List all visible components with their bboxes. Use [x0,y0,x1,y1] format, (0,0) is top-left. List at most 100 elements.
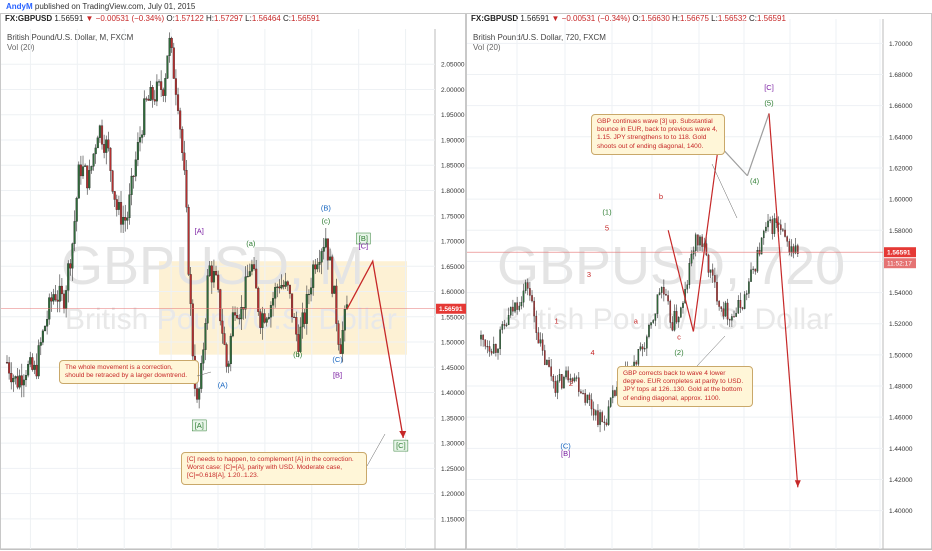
candle-body [221,320,224,334]
low-value: 1.56464 [251,14,281,23]
candle-body [265,318,268,323]
candle-body [680,307,682,318]
candle-body [322,246,325,252]
candle-body [537,332,540,344]
candle-body [492,344,495,354]
candle-body [790,246,793,253]
author-link[interactable]: AndyM [6,2,33,11]
candle-body [522,290,525,303]
candle-body [565,370,567,378]
candle-body [650,322,652,326]
candle-body [588,394,591,400]
candle-body [259,311,262,328]
callout-pointer [711,163,738,219]
candle-body [81,166,85,177]
candle-body [486,346,489,348]
close-value: 1.56591 [756,14,786,23]
time-tag: 11:52:17 [887,261,912,268]
projection-arrowhead [399,431,407,439]
candle-body [157,81,161,83]
wave-label-box [356,232,371,245]
candle-body [767,220,769,228]
wave-label: (4) [750,177,760,186]
candle-body [718,301,720,307]
candle-body [590,399,593,410]
change: ▼ −0.00531 (−0.34%) [551,14,631,23]
candle-body [151,87,154,100]
y-tick-label: 1.50000 [889,352,913,359]
candle-body [509,306,512,316]
candle-body [731,316,733,321]
candle-body [316,264,319,270]
candle-body [75,198,78,222]
candle-body [675,311,678,323]
candle-body [149,87,152,101]
candle-body [153,99,156,102]
candle-body [246,276,249,278]
wave-label-box [191,419,207,432]
candle-body [501,324,504,330]
candle-body [754,268,757,272]
candle-body [67,263,70,291]
candle-body [601,412,603,423]
candle-body [86,165,89,189]
candle-body [520,302,523,307]
candle-body [136,142,139,160]
candle-body [92,153,95,167]
candle-body [119,202,123,225]
callout-pointer [196,371,212,377]
candle-body [599,412,601,425]
candle-body [307,293,310,296]
candle-body [516,302,518,310]
candle-body [735,312,737,317]
candle-body [90,166,93,171]
candle-body [109,147,112,171]
candle-body [22,379,25,386]
candle-body [214,271,218,276]
candle-body [52,294,55,302]
candle-body [771,219,774,234]
candle-body [284,281,287,287]
candle-body [784,229,786,237]
candle-body [595,410,597,416]
y-tick-label: 1.80000 [441,188,465,195]
candle-body [756,250,759,272]
candle-body [98,125,101,138]
candle-body [31,357,34,370]
y-tick-label: 1.50000 [441,340,465,347]
candle-body [786,236,788,242]
candle-body [10,373,13,383]
candle-body [229,335,232,365]
y-tick-label: 1.68000 [889,72,913,79]
price-tag-bg [884,247,916,258]
wave-label: (1) [602,208,612,217]
candle-body [35,364,38,377]
price-tag: 1.56591 [439,306,463,313]
candle-body [637,349,640,365]
monthly-chart-svg: 2.05000 2.00000 1.95000 1.90000 1.85000 1.800… [1,29,467,550]
wave-label: [A] [195,226,204,235]
candle-body [155,81,158,102]
candle-body [654,313,657,321]
candle-body [335,285,338,324]
wave-label: (2) [674,348,684,357]
h12-chart-panel[interactable]: FX:GBPUSD 1.56591 ▼ −0.00531 (−0.34%) O:… [466,13,932,550]
candle-body [741,307,744,309]
candle-body [14,376,17,379]
candle-body [143,98,146,135]
monthly-chart-panel[interactable]: FX:GBPUSD 1.56591 ▼ −0.00531 (−0.34%) O:… [0,13,467,550]
candle-body [39,342,42,346]
y-tick-label: 1.55000 [441,314,465,321]
candle-body [546,360,548,365]
candle-body [760,237,763,255]
candle-body [495,344,497,353]
y-tick-label: 1.44000 [889,446,913,453]
y-tick-label: 1.62000 [889,165,913,172]
candle-body [100,125,104,145]
change: ▼ −0.00531 (−0.34%) [85,14,165,23]
candle-body [658,292,661,295]
candle-body [597,410,599,425]
candle-body [507,315,510,326]
candle-body [29,357,32,365]
candle-body [252,264,256,270]
